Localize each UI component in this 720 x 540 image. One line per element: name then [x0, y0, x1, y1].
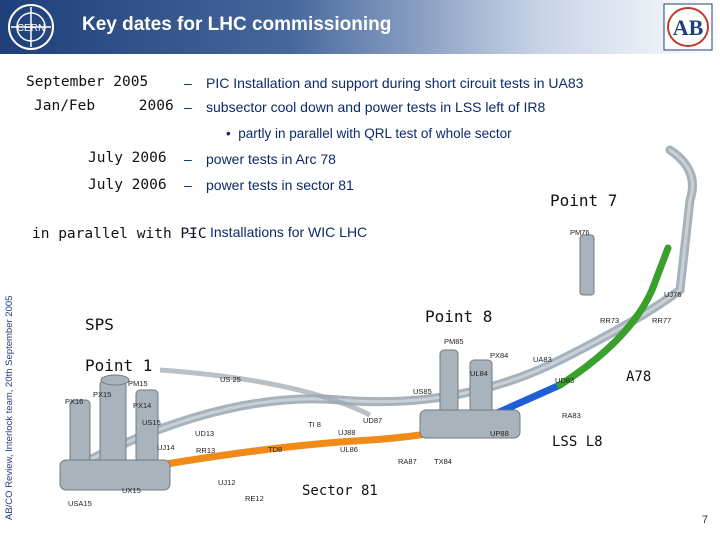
schedule-item-3: – power tests in Arc 78 — [184, 151, 336, 167]
lhc-sector-diagram: Point 7 Point 8 Point 1 SPS A78 LSS L8 S… — [59, 145, 697, 508]
lss-l8-label: LSS L8 — [552, 434, 603, 450]
small-label: UD87 — [363, 416, 382, 425]
small-label: TD8 — [268, 445, 282, 454]
cavern-ux85 — [419, 409, 521, 439]
shaft-top-px15 — [100, 374, 130, 386]
dash: – — [188, 224, 196, 240]
small-label: PX84 — [490, 351, 508, 360]
schedule-date-1: September 2005 — [26, 74, 149, 90]
schedule-date-2: Jan/Feb 2006 — [34, 98, 174, 114]
sub-bullet: • partly in parallel with QRL test of wh… — [226, 126, 512, 141]
small-label: US15 — [142, 418, 161, 427]
dash: – — [184, 99, 192, 115]
ab-logo: AB — [663, 3, 713, 51]
small-label: PM76 — [570, 228, 590, 237]
small-label: TX84 — [434, 457, 452, 466]
small-label: UJ88 — [338, 428, 356, 437]
small-label-group: PM76 RR73 RR77 UJ76 PM85 PX84 UA83 UD83 … — [65, 228, 682, 508]
schedule-item-2: – subsector cool down and power tests in … — [184, 99, 545, 115]
schedule-text-3: power tests in Arc 78 — [206, 151, 336, 167]
small-label: RR73 — [600, 316, 619, 325]
schedule-item-5: – Installations for WIC LHC — [188, 224, 367, 240]
sps-label: SPS — [85, 315, 114, 334]
schedule-text-1: PIC Installation and support during shor… — [206, 75, 584, 91]
small-label: UJ14 — [157, 443, 175, 452]
small-label: PX14 — [133, 401, 151, 410]
sector81-label: Sector 81 — [302, 483, 378, 499]
small-label: UD13 — [195, 429, 214, 438]
schedule-text-4: power tests in sector 81 — [206, 177, 354, 193]
shaft-pm76 — [579, 234, 595, 296]
bullet-icon: • — [226, 126, 231, 141]
cavern-ux15 — [59, 459, 171, 491]
small-label: UP88 — [490, 429, 509, 438]
small-label: RA83 — [562, 411, 581, 420]
schedule-date-5: in parallel with PIC — [32, 226, 207, 242]
small-label: PX16 — [65, 397, 83, 406]
page-number: 7 — [701, 514, 708, 526]
cern-logo-text: CERN — [17, 23, 45, 34]
small-label: RR13 — [196, 446, 215, 455]
small-label: PM15 — [128, 379, 148, 388]
cavern-group — [59, 234, 595, 491]
small-label: UX15 — [122, 486, 141, 495]
small-label: UL86 — [340, 445, 358, 454]
small-label: US 25 — [220, 375, 241, 384]
schedule-item-4: – power tests in sector 81 — [184, 177, 354, 193]
small-label: UA83 — [533, 355, 552, 364]
schedule-item-1: – PIC Installation and support during sho… — [184, 75, 583, 91]
small-label: UJ12 — [218, 478, 236, 487]
cern-logo: CERN — [8, 4, 54, 50]
small-label: RR77 — [652, 316, 671, 325]
small-label: UJ76 — [664, 290, 682, 299]
small-label: TI 8 — [308, 420, 321, 429]
small-label: PX15 — [93, 390, 111, 399]
footer-sidebar-text: AB/CO Review, Interlock team, 20th Septe… — [4, 295, 15, 520]
small-label: PM85 — [444, 337, 464, 346]
sub-bullet-text: partly in parallel with QRL test of whol… — [238, 126, 512, 141]
ab-logo-text: AB — [673, 15, 704, 40]
a78-line — [556, 244, 672, 389]
small-label: RA87 — [398, 457, 417, 466]
schedule-date-4: July 2006 — [88, 177, 167, 193]
dash: – — [184, 151, 192, 167]
slide-title: Key dates for LHC commissioning — [82, 14, 392, 35]
schedule-date-3: July 2006 — [88, 150, 167, 166]
small-label: UD83 — [555, 376, 574, 385]
small-label: USA15 — [68, 499, 92, 508]
small-label: RE12 — [245, 494, 264, 503]
small-label: US85 — [413, 387, 432, 396]
ti8-line — [159, 367, 372, 418]
slide-header: CERN Key dates for LHC commissioning AB — [0, 0, 720, 54]
point1-label: Point 1 — [85, 356, 152, 375]
point7-label: Point 7 — [550, 191, 617, 210]
schedule-text-5: Installations for WIC LHC — [210, 224, 368, 240]
dash: – — [184, 177, 192, 193]
tunnel-arc-highlight — [68, 148, 694, 472]
a78-label: A78 — [626, 369, 651, 385]
point8-label: Point 8 — [425, 307, 492, 326]
schedule-text-2: subsector cool down and power tests in L… — [206, 99, 546, 115]
dash: – — [184, 75, 192, 91]
small-label: UL84 — [470, 369, 488, 378]
